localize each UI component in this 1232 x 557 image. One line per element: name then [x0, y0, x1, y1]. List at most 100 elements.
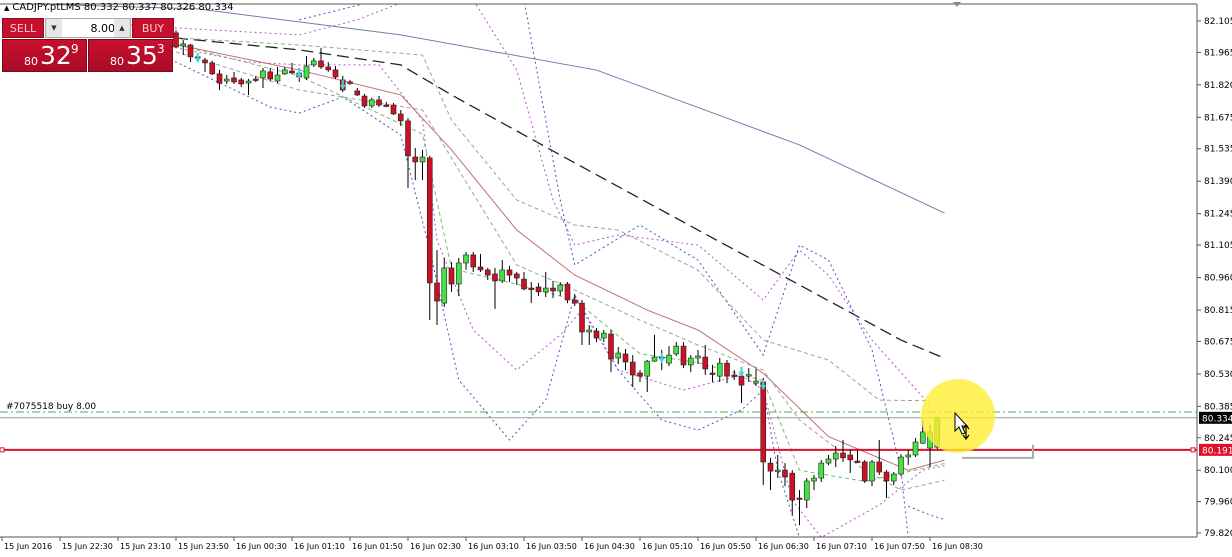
candle-bear — [528, 287, 535, 290]
candle-bear — [680, 345, 687, 366]
candle-bear — [216, 73, 223, 84]
candle-bull — [774, 469, 781, 472]
candle-bear — [325, 66, 332, 71]
signal-arrow-icon — [339, 79, 346, 90]
candle-bull — [557, 284, 564, 292]
candle-bull — [905, 454, 912, 458]
indicator-line-4 — [60, 47, 945, 537]
candle-bear — [397, 113, 404, 122]
bid-line-handle — [0, 447, 5, 453]
candle-bear — [202, 59, 208, 64]
candle-bear — [789, 472, 796, 501]
price-tick-label: 81.675 — [1204, 113, 1232, 123]
candle-bear — [492, 273, 498, 282]
volume-decrease-icon[interactable]: ▼ — [46, 19, 62, 37]
price-tick-label: 80.815 — [1204, 306, 1232, 316]
candle-bull — [499, 269, 506, 282]
candle-bear — [571, 299, 578, 304]
collapse-triangle-icon[interactable]: ▲ — [4, 4, 10, 12]
candle-bear — [347, 81, 353, 84]
candle-bear — [484, 269, 491, 276]
indicator-line-1 — [175, 37, 945, 359]
indicator-line-10 — [175, 44, 945, 482]
price-tick-label: 79.960 — [1204, 498, 1232, 508]
candle-bear — [861, 461, 868, 482]
candle-bull — [651, 356, 658, 362]
buy-button[interactable]: BUY — [132, 18, 174, 38]
candle-bear — [477, 266, 484, 271]
time-tick-label: 15 Jun 2016 — [4, 542, 52, 551]
candle-bear — [608, 333, 614, 360]
candle-bear — [738, 375, 745, 386]
scroll-marker-icon[interactable] — [953, 2, 961, 7]
candle-bull — [586, 329, 593, 333]
sell-price-quote[interactable]: 80 32 9 — [2, 39, 87, 72]
volume-increase-icon[interactable]: ▲ — [114, 19, 130, 37]
indicator-line-0 — [22, 4, 945, 214]
volume-stepper: ▼ ▲ — [45, 18, 131, 38]
indicator-line-8 — [175, 37, 931, 402]
candle-bull — [666, 354, 672, 364]
time-tick-label: 16 Jun 04:30 — [584, 542, 635, 551]
price-tick-label: 81.390 — [1204, 177, 1232, 187]
candle-bear — [173, 32, 179, 48]
last-price-tag: 80.334 — [1202, 414, 1232, 424]
candle-bear — [796, 497, 803, 500]
candle-bull — [687, 357, 694, 366]
sell-button[interactable]: SELL — [2, 18, 44, 38]
candle-bear — [470, 254, 477, 268]
candle-bear — [854, 460, 861, 463]
indicator-line-5 — [299, 4, 909, 537]
candle-bear — [361, 95, 368, 107]
candle-bull — [753, 380, 759, 384]
price-tick-label: 80.385 — [1204, 402, 1232, 412]
time-tick-label: 15 Jun 23:50 — [178, 542, 229, 551]
signal-arrow-icon — [194, 52, 201, 63]
candle-bull — [745, 374, 752, 377]
candle-bull — [673, 345, 680, 355]
candle-bull — [818, 462, 825, 479]
signal-arrow-icon — [658, 352, 665, 363]
indicator-line-7 — [908, 505, 945, 521]
price-tick-label: 80.100 — [1204, 466, 1232, 476]
candle-bull — [281, 69, 288, 75]
price-tick-label: 81.965 — [1204, 48, 1232, 58]
candle-bear — [426, 157, 433, 284]
time-tick-label: 16 Jun 08:30 — [932, 542, 983, 551]
time-tick-label: 16 Jun 05:10 — [642, 542, 693, 551]
candle-bear — [383, 104, 390, 107]
bid-price-tag-bg — [1199, 443, 1232, 456]
last-price-tag-bg — [1199, 411, 1232, 424]
candle-bull — [811, 477, 817, 482]
candle-bull — [869, 461, 875, 482]
price-tick-label: 79.820 — [1204, 529, 1232, 539]
candle-bear — [521, 278, 527, 290]
candle-bear — [731, 374, 738, 377]
volume-input[interactable] — [63, 19, 117, 37]
candle-bull — [600, 332, 607, 339]
time-tick-label: 16 Jun 02:30 — [410, 542, 461, 551]
price-tick-label: 81.535 — [1204, 145, 1232, 155]
candle-bear — [622, 353, 629, 363]
time-tick-label: 16 Jun 06:30 — [758, 542, 809, 551]
candle-bull — [695, 355, 701, 359]
time-tick-label: 16 Jun 03:50 — [526, 542, 577, 551]
time-tick-label: 15 Jun 23:10 — [120, 542, 171, 551]
candle-bear — [354, 90, 361, 96]
candle-bear — [535, 286, 542, 293]
time-tick-label: 16 Jun 07:50 — [874, 542, 925, 551]
one-click-trading-panel: SELL ▼ ▲ BUY 80 32 9 80 35 3 — [2, 18, 174, 72]
candle-bear — [187, 44, 194, 58]
trade-marker-line — [962, 444, 1034, 459]
candle-bear — [702, 356, 709, 370]
candle-bull — [615, 352, 622, 359]
candle-bear — [782, 469, 788, 478]
axes: 82.105 81.965 81.820 81.675 81.535 81.390 81.2… — [0, 3, 1232, 551]
candle-bear — [434, 282, 440, 302]
indicator-line-3 — [59, 4, 931, 406]
candle-bull — [898, 456, 904, 475]
price-tick-label: 80.530 — [1204, 370, 1232, 380]
buy-price-quote[interactable]: 80 35 3 — [88, 39, 173, 72]
candle-bear — [318, 60, 324, 68]
